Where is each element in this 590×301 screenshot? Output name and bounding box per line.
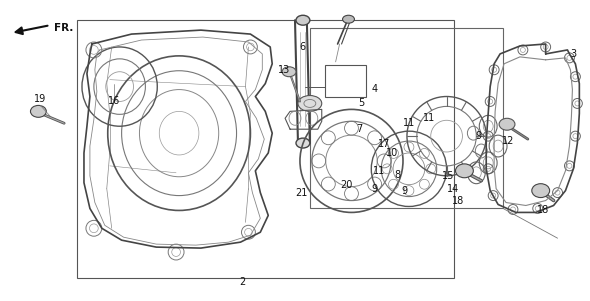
Ellipse shape <box>296 15 310 25</box>
Ellipse shape <box>282 67 296 77</box>
Text: 9: 9 <box>401 186 407 196</box>
Text: 14: 14 <box>447 184 460 194</box>
Text: 11: 11 <box>422 113 435 123</box>
Ellipse shape <box>343 15 355 23</box>
Text: 5: 5 <box>358 98 365 108</box>
Text: 3: 3 <box>571 49 576 59</box>
Ellipse shape <box>31 105 47 117</box>
Text: 9: 9 <box>475 131 481 141</box>
Text: 8: 8 <box>394 170 400 180</box>
Text: 18: 18 <box>453 196 464 206</box>
Text: 10: 10 <box>386 148 398 158</box>
Text: 6: 6 <box>300 42 306 52</box>
Text: 12: 12 <box>502 136 514 146</box>
Ellipse shape <box>532 184 550 197</box>
Bar <box>310 28 503 209</box>
Ellipse shape <box>455 164 473 178</box>
Ellipse shape <box>499 118 515 130</box>
Text: 11: 11 <box>373 166 385 176</box>
Text: 17: 17 <box>378 139 391 149</box>
Text: FR.: FR. <box>54 23 74 33</box>
Text: 16: 16 <box>107 96 120 107</box>
Ellipse shape <box>298 95 322 111</box>
Text: 9: 9 <box>371 184 378 194</box>
Text: 21: 21 <box>296 188 308 198</box>
Ellipse shape <box>296 138 310 148</box>
Bar <box>77 20 454 278</box>
Text: 2: 2 <box>240 277 245 287</box>
Text: 11: 11 <box>403 118 415 128</box>
Text: 7: 7 <box>356 124 362 134</box>
Text: 13: 13 <box>278 65 290 75</box>
Text: 20: 20 <box>340 180 353 190</box>
Text: 18: 18 <box>536 206 549 216</box>
Bar <box>324 65 366 97</box>
Text: 4: 4 <box>371 84 378 94</box>
Text: 19: 19 <box>34 95 47 104</box>
Text: 15: 15 <box>442 171 455 181</box>
